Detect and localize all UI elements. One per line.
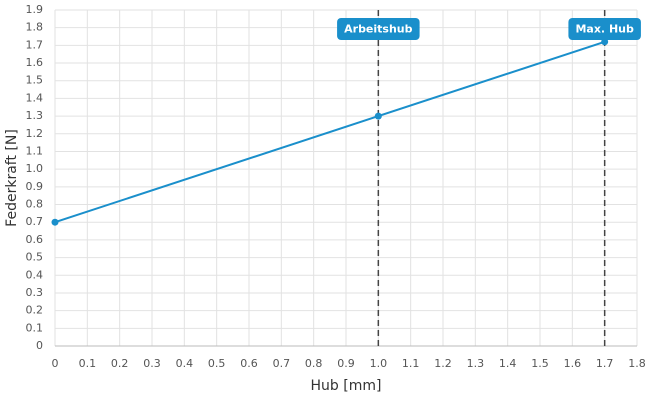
point — [601, 38, 609, 46]
y-tick-label: 0.3 — [26, 286, 44, 299]
x-tick-label: 0.1 — [79, 357, 97, 370]
y-axis-title: Federkraft [N] — [4, 129, 20, 227]
y-tick-label: 1.6 — [26, 56, 44, 69]
x-tick-label: 0.7 — [273, 357, 291, 370]
y-tick-label: 0.4 — [26, 268, 44, 281]
y-tick-label: 0.8 — [26, 198, 44, 211]
annotation-label: Arbeitshub — [344, 23, 413, 36]
x-tick-label: 1.1 — [402, 357, 420, 370]
y-tick-label: 0.2 — [26, 304, 44, 317]
y-tick-label: 1.7 — [26, 38, 44, 51]
x-tick-label: 0.4 — [176, 357, 194, 370]
annotation-box — [568, 18, 641, 40]
annotation-label: Max. Hub — [575, 23, 634, 36]
x-tick-label: 0.9 — [337, 357, 355, 370]
x-tick-label: 1.2 — [434, 357, 452, 370]
y-tick-label: 1.5 — [26, 74, 44, 87]
x-tick-label: 0 — [52, 357, 59, 370]
x-tick-label: 0.5 — [208, 357, 226, 370]
y-tick-label: 1.8 — [26, 21, 44, 34]
y-tick-label: 1.4 — [26, 91, 44, 104]
x-axis-title: Hub [mm] — [311, 378, 382, 394]
x-tick-label: 0.6 — [240, 357, 258, 370]
line — [54, 40, 605, 224]
point — [374, 112, 382, 120]
y-tick-label: 0.5 — [26, 251, 44, 264]
y-tick-label: 0 — [36, 339, 43, 352]
y-tick-label: 0.7 — [26, 215, 44, 228]
y-tick-label: 0.1 — [26, 321, 44, 334]
y-tick-label: 0.6 — [26, 233, 44, 246]
y-tick-label: 1.1 — [26, 144, 44, 157]
x-tick-label: 1.8 — [628, 357, 646, 370]
x-tick-label: 0.2 — [111, 357, 129, 370]
x-tick-label: 1.3 — [467, 357, 485, 370]
x-tick-label: 0.3 — [143, 357, 161, 370]
x-tick-label: 1.7 — [596, 357, 614, 370]
y-tick-label: 1.9 — [26, 3, 44, 16]
point — [51, 218, 59, 226]
x-tick-label: 1.6 — [564, 357, 582, 370]
x-tick-label: 0.8 — [305, 357, 323, 370]
x-tick-label: 1.5 — [531, 357, 549, 370]
y-tick-label: 1.2 — [26, 127, 44, 140]
y-tick-label: 1.0 — [26, 162, 44, 175]
annotation-box — [337, 18, 420, 40]
x-tick-label: 1.4 — [499, 357, 517, 370]
y-tick-label: 1.3 — [26, 109, 44, 122]
y-tick-label: 0.9 — [26, 180, 44, 193]
x-tick-label: 1.0 — [370, 357, 388, 370]
